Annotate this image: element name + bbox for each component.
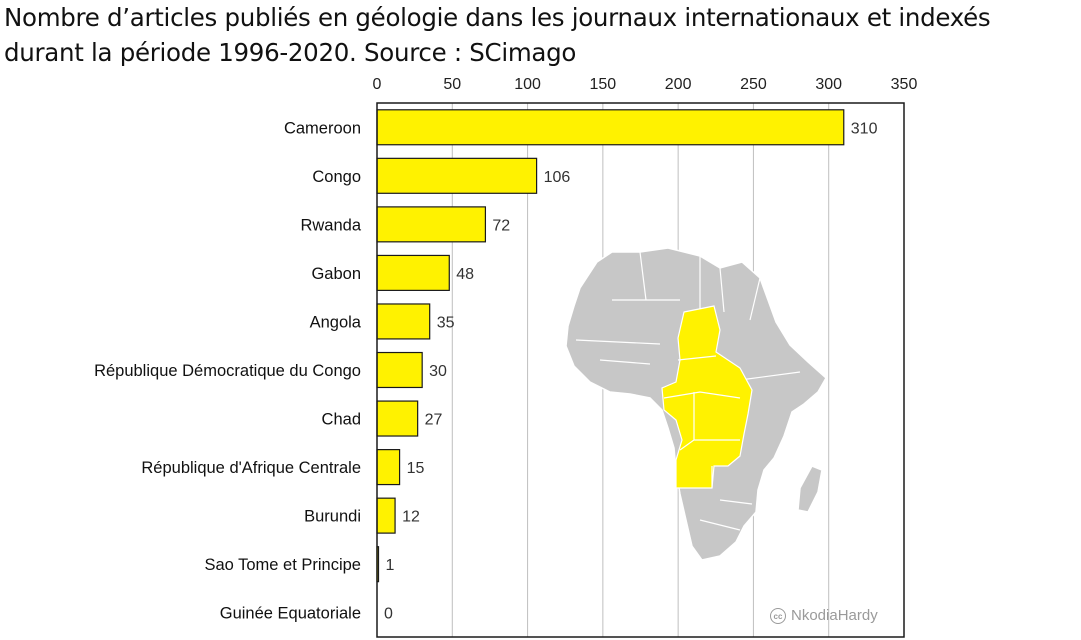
country-borders (575, 251, 801, 531)
bar (376, 254, 450, 291)
x-axis-ticks: 0 50 100 150 200 250 300 350 (373, 76, 918, 93)
data-label: 35 (437, 314, 455, 331)
category-label: Congo (312, 168, 361, 186)
category-label: Rwanda (300, 216, 361, 234)
x-tick-label: 250 (740, 76, 767, 93)
category-label: Sao Tome et Principe (204, 556, 361, 574)
data-label: 27 (425, 412, 443, 429)
category-label: Gabon (311, 265, 361, 283)
title-line-1: Nombre d’articles publiés en géologie da… (4, 3, 991, 32)
category-label: Burundi (304, 508, 361, 526)
category-label: République d'Afrique Centrale (141, 459, 361, 477)
bar (376, 157, 538, 194)
category-label: République Démocratique du Congo (94, 362, 361, 380)
bar (376, 400, 419, 437)
central-africa-highlight (661, 305, 753, 489)
bar (376, 351, 423, 389)
x-tick-label: 0 (373, 76, 382, 93)
category-label: Angola (310, 313, 362, 331)
data-label: 72 (492, 217, 510, 234)
watermark: cc NkodiaHardy (770, 607, 878, 624)
watermark-text: NkodiaHardy (791, 607, 878, 624)
madagascar (797, 465, 823, 513)
data-label: 0 (384, 606, 393, 623)
x-tick-label: 300 (815, 76, 842, 93)
plot-frame (376, 102, 905, 638)
title-line-2: durant la période 1996-2020. Source : SC… (4, 38, 577, 67)
data-label: 106 (544, 169, 571, 186)
data-label: 12 (402, 509, 420, 526)
x-tick-label: 50 (443, 76, 461, 93)
bar (376, 206, 487, 243)
category-label: Cameroon (284, 119, 361, 137)
bar (376, 497, 396, 534)
category-label: Guinée Equatoriale (220, 605, 361, 623)
x-tick-label: 350 (891, 76, 918, 93)
bar (376, 449, 401, 486)
africa-map (565, 247, 827, 561)
category-labels: Cameroon Congo Rwanda Gabon Angola République… (94, 119, 362, 622)
cc-icon: cc (770, 607, 786, 624)
data-label: 48 (456, 266, 474, 283)
value-labels: 310 106 72 48 35 30 27 15 12 1 0 (384, 120, 878, 622)
bar (376, 303, 431, 340)
data-label: 30 (429, 363, 447, 380)
data-label: 15 (407, 460, 425, 477)
x-tick-label: 100 (514, 76, 541, 93)
category-label: Chad (322, 411, 361, 429)
data-label: 1 (386, 557, 395, 574)
chart-title: Nombre d’articles publiés en géologie da… (4, 0, 1079, 70)
bar (376, 109, 845, 146)
bars (376, 109, 845, 583)
x-tick-label: 200 (665, 76, 692, 93)
x-tick-label: 150 (590, 76, 617, 93)
data-label: 310 (851, 120, 878, 137)
highlight-borders (663, 355, 741, 488)
